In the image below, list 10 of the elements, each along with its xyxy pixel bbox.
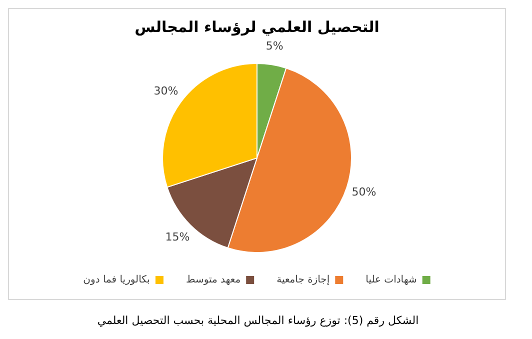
legend-label: معهد متوسط xyxy=(186,274,241,286)
legend-label: شهادات عليا xyxy=(366,274,417,286)
chart-title: التحصيل العلمي لرؤساء المجالس xyxy=(134,18,380,36)
data-label: 30% xyxy=(154,84,178,98)
data-label: 50% xyxy=(352,186,376,199)
text: الشكل رقم (5): توزع رؤساء المجالس المحلية بحسب التحصيل العلمي xyxy=(96,314,420,327)
data-label: 5% xyxy=(266,40,284,53)
data-label: 15% xyxy=(165,230,190,244)
legend-label: إجازة جامعية xyxy=(276,274,330,286)
legend-label: بكالوريا فما دون xyxy=(83,274,150,286)
